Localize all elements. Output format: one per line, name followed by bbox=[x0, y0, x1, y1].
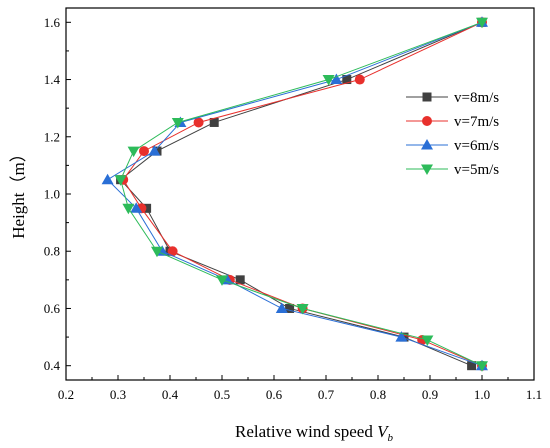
legend-item: v=8m/s bbox=[406, 90, 499, 106]
x-tick-label: 1.0 bbox=[474, 387, 490, 402]
legend-item: v=7m/s bbox=[406, 114, 499, 130]
data-point bbox=[235, 275, 245, 285]
legend: v=8m/s v=7m/s v=6m/s v=5m/s bbox=[406, 90, 499, 178]
legend-label: v=6m/s bbox=[454, 138, 499, 154]
data-point bbox=[322, 75, 335, 86]
x-tick-label: 1.1 bbox=[526, 387, 542, 402]
y-tick-label: 1.2 bbox=[44, 129, 60, 144]
series-v=8m/s bbox=[116, 17, 487, 371]
x-tick-label: 0.3 bbox=[110, 387, 126, 402]
y-axis-ticks: 0.4 0.6 0.8 1.0 1.2 1.4 1.6 bbox=[44, 15, 71, 373]
data-point bbox=[421, 335, 434, 346]
legend-marker bbox=[421, 164, 433, 175]
legend-marker bbox=[421, 139, 433, 150]
legend-item: v=6m/s bbox=[406, 138, 499, 154]
data-point bbox=[354, 74, 365, 85]
legend-marker bbox=[422, 116, 432, 126]
data-point bbox=[151, 246, 163, 258]
plot-frame bbox=[65, 7, 535, 381]
data-point bbox=[216, 275, 228, 286]
data-point bbox=[167, 246, 178, 257]
x-tick-label: 0.5 bbox=[214, 387, 230, 402]
data-point bbox=[285, 303, 295, 313]
data-point bbox=[101, 173, 114, 185]
plot-border bbox=[65, 7, 535, 381]
data-point bbox=[342, 75, 352, 85]
y-tick-label: 1.6 bbox=[44, 15, 61, 30]
y-tick-label: 0.8 bbox=[44, 244, 60, 259]
data-point bbox=[209, 117, 219, 127]
legend-marker bbox=[422, 92, 432, 102]
x-tick-label: 0.2 bbox=[58, 387, 74, 402]
data-point bbox=[122, 203, 135, 215]
series-v=7m/s bbox=[118, 17, 487, 371]
y-tick-label: 0.6 bbox=[44, 301, 61, 316]
data-point bbox=[296, 303, 309, 315]
data-point bbox=[142, 203, 152, 213]
data-point bbox=[395, 331, 408, 342]
y-tick-label: 0.4 bbox=[44, 358, 61, 373]
y-axis-label: Height（m） bbox=[9, 145, 28, 239]
data-point bbox=[148, 145, 161, 156]
x-axis-label-symbol: V bbox=[377, 422, 390, 441]
legend-label: v=7m/s bbox=[454, 114, 499, 130]
data-point bbox=[171, 117, 184, 129]
data-point bbox=[114, 175, 127, 186]
x-tick-label: 0.6 bbox=[266, 387, 283, 402]
data-point bbox=[467, 361, 477, 371]
data-point bbox=[139, 146, 149, 157]
y-tick-label: 1.4 bbox=[44, 72, 61, 87]
data-point bbox=[275, 302, 288, 313]
series-v=5m/s bbox=[114, 17, 488, 372]
x-axis-ticks: 0.2 0.3 0.4 0.5 0.6 0.7 0.8 0.9 1.0 1.1 bbox=[58, 375, 542, 402]
data-point bbox=[130, 202, 143, 213]
x-tick-label: 0.4 bbox=[162, 387, 179, 402]
series-line bbox=[106, 21, 483, 367]
data-point bbox=[193, 117, 204, 128]
data-point bbox=[127, 146, 140, 158]
legend-label: v=8m/s bbox=[454, 90, 499, 106]
x-tick-label: 0.8 bbox=[370, 387, 386, 402]
legend-item: v=5m/s bbox=[406, 162, 499, 178]
x-tick-label: 0.9 bbox=[422, 387, 438, 402]
series-line bbox=[119, 21, 483, 367]
x-axis-label-text: Relative wind speed bbox=[235, 422, 377, 441]
series-line bbox=[120, 21, 483, 367]
x-axis-label-subscript: b bbox=[388, 432, 394, 444]
x-tick-label: 0.7 bbox=[318, 387, 335, 402]
series-layer bbox=[101, 16, 488, 372]
legend-label: v=5m/s bbox=[454, 162, 499, 178]
data-point bbox=[476, 361, 488, 372]
x-axis-label: Relative wind speed Vb bbox=[235, 422, 394, 444]
data-point bbox=[330, 73, 343, 85]
y-tick-label: 1.0 bbox=[44, 187, 60, 202]
data-point bbox=[476, 17, 488, 29]
series-v=6m/s bbox=[101, 16, 488, 371]
